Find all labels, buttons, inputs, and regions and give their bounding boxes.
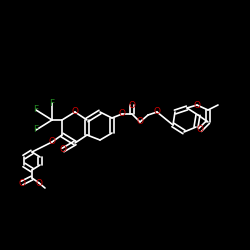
Text: O: O [72, 108, 78, 116]
Text: O: O [196, 126, 203, 134]
Text: O: O [118, 110, 126, 118]
Text: O: O [128, 100, 136, 110]
Text: O: O [48, 138, 56, 146]
Text: O: O [136, 118, 143, 126]
Text: O: O [154, 108, 160, 116]
Text: O: O [194, 100, 200, 110]
Text: F: F [34, 106, 38, 114]
Text: F: F [34, 126, 38, 134]
Text: F: F [50, 98, 54, 108]
Text: O: O [60, 146, 66, 154]
Text: O: O [18, 178, 26, 188]
Text: O: O [36, 178, 43, 188]
